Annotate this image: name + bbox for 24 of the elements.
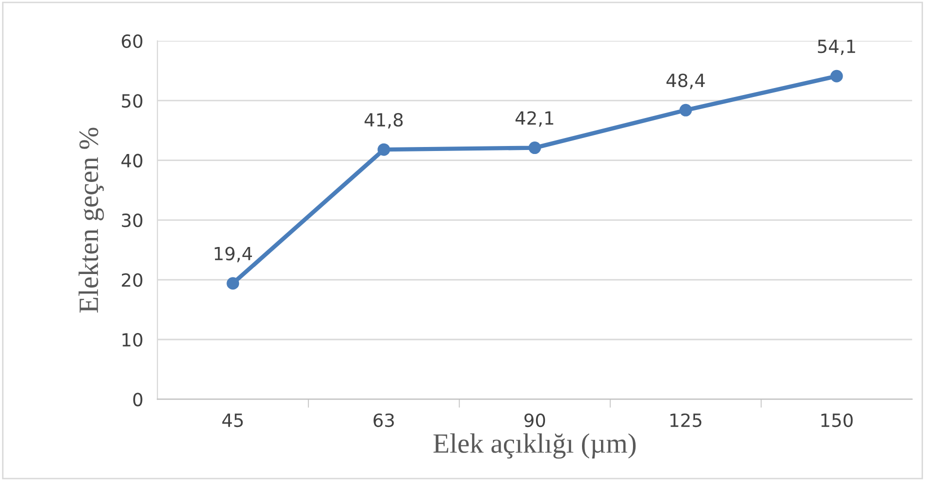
point xyxy=(830,70,843,82)
x-tick-label: 125 xyxy=(670,413,702,428)
y-tick-label: 30 xyxy=(122,214,142,228)
point xyxy=(226,277,240,290)
point xyxy=(378,143,390,156)
x-tick-label: 90 xyxy=(524,413,546,428)
data-label: 41,8 xyxy=(364,112,403,128)
point xyxy=(528,142,542,154)
x-tick-label: 45 xyxy=(222,414,243,428)
data-label: 19,4 xyxy=(214,246,252,262)
x-tick-label: 150 xyxy=(821,413,853,428)
y-tick-label: 20 xyxy=(122,273,142,287)
y-tick-label: 50 xyxy=(122,94,142,108)
x-axis-title: Elek açıklığı (µm) xyxy=(433,433,636,459)
y-tick-label: 40 xyxy=(121,154,142,168)
point xyxy=(679,104,692,116)
x-tick-label: 63 xyxy=(374,413,394,428)
data-label: 48,4 xyxy=(666,74,705,90)
data-label: 54,1 xyxy=(818,40,856,56)
y-tick-label: 0 xyxy=(133,392,142,406)
y-axis-title: Elekten geçen % xyxy=(78,128,104,313)
y-tick-label: 60 xyxy=(122,34,142,48)
data-label: 42,1 xyxy=(516,111,554,127)
y-tick-label: 10 xyxy=(122,332,142,347)
